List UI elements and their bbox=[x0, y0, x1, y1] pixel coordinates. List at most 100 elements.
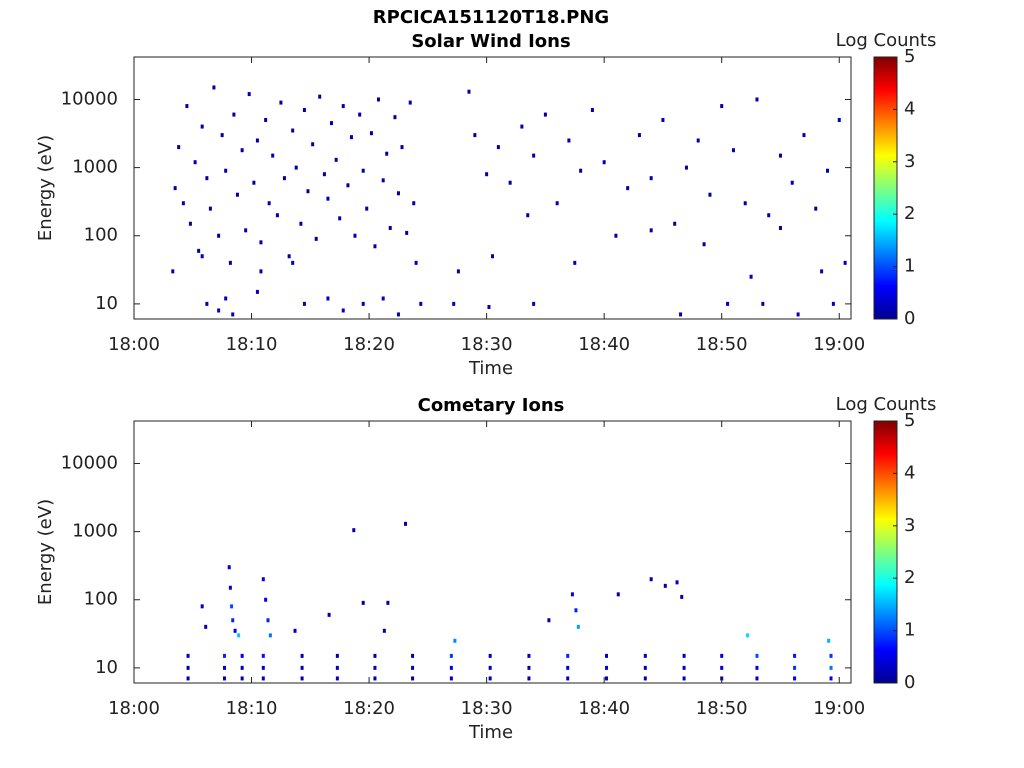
cell bbox=[829, 676, 833, 681]
cell bbox=[796, 312, 800, 317]
cell bbox=[547, 618, 551, 623]
cell bbox=[649, 228, 653, 233]
cell bbox=[643, 676, 647, 681]
cell bbox=[346, 183, 350, 188]
cell bbox=[508, 180, 512, 185]
cell bbox=[456, 269, 460, 274]
cell bbox=[306, 189, 310, 194]
cell bbox=[259, 269, 263, 274]
cell bbox=[261, 665, 265, 670]
colorbar-tick-label: 0 bbox=[904, 308, 915, 329]
cell bbox=[361, 600, 365, 605]
cell bbox=[227, 565, 231, 570]
cell bbox=[684, 165, 688, 170]
cell bbox=[532, 301, 536, 306]
cell bbox=[661, 117, 665, 122]
cell bbox=[449, 653, 453, 658]
x-tick-label: 18:00 bbox=[108, 334, 160, 355]
cell bbox=[233, 628, 237, 633]
cell bbox=[567, 138, 571, 143]
cell bbox=[311, 142, 315, 147]
cell bbox=[291, 128, 295, 133]
cell bbox=[261, 653, 265, 658]
cell bbox=[825, 168, 829, 173]
cell bbox=[185, 104, 189, 109]
cell bbox=[543, 112, 547, 117]
cell bbox=[302, 301, 306, 306]
cell bbox=[264, 597, 268, 602]
cell bbox=[419, 301, 423, 306]
cell bbox=[793, 665, 797, 670]
cell bbox=[473, 133, 477, 138]
cell bbox=[335, 653, 339, 658]
x-tick-label: 18:40 bbox=[578, 698, 630, 719]
cell bbox=[767, 213, 771, 218]
cell bbox=[173, 186, 177, 191]
x-tick-label: 18:40 bbox=[578, 334, 630, 355]
cell bbox=[287, 254, 291, 259]
x-tick-label: 18:50 bbox=[696, 698, 748, 719]
y-tick-label: 1000 bbox=[72, 521, 118, 542]
cell bbox=[382, 628, 386, 633]
cell bbox=[373, 244, 377, 249]
cell bbox=[467, 89, 471, 94]
cell bbox=[335, 665, 339, 670]
cell bbox=[385, 151, 389, 156]
cell bbox=[488, 676, 492, 681]
cell bbox=[208, 206, 212, 211]
cell bbox=[579, 168, 583, 173]
cell bbox=[720, 665, 724, 670]
cell bbox=[605, 665, 609, 670]
colorbar-tick-label: 4 bbox=[904, 462, 915, 483]
x-tick-label: 19:00 bbox=[813, 698, 865, 719]
cell bbox=[230, 604, 234, 609]
y-tick-label: 10 bbox=[95, 293, 118, 314]
cell bbox=[496, 145, 500, 150]
cell bbox=[228, 260, 232, 265]
cell bbox=[682, 653, 686, 658]
cell bbox=[204, 624, 208, 629]
y-tick-label: 100 bbox=[84, 589, 118, 610]
cell bbox=[293, 628, 297, 633]
cell bbox=[228, 585, 232, 590]
cell bbox=[570, 592, 574, 597]
figure-title: RPCICA151120T18.PNG bbox=[373, 7, 609, 28]
cell bbox=[649, 577, 653, 582]
cell bbox=[743, 201, 747, 206]
cell bbox=[171, 269, 175, 274]
colorbar-tick-label: 1 bbox=[904, 256, 915, 277]
cell bbox=[197, 248, 201, 253]
cell bbox=[726, 301, 730, 306]
cell bbox=[217, 308, 221, 313]
cell bbox=[616, 592, 620, 597]
cell bbox=[590, 108, 594, 113]
cell bbox=[802, 133, 806, 138]
cell bbox=[279, 100, 283, 105]
cell bbox=[574, 608, 578, 613]
cell bbox=[352, 528, 356, 533]
y-tick-label: 100 bbox=[84, 225, 118, 246]
cell bbox=[205, 176, 209, 181]
cell bbox=[485, 172, 489, 177]
cell bbox=[302, 108, 306, 113]
cell bbox=[449, 676, 453, 681]
cell bbox=[411, 665, 415, 670]
cell bbox=[373, 665, 377, 670]
cell bbox=[396, 312, 400, 317]
cell bbox=[755, 665, 759, 670]
cell bbox=[186, 665, 190, 670]
x-tick-label: 18:30 bbox=[461, 698, 513, 719]
cell bbox=[408, 100, 412, 105]
cell bbox=[353, 233, 357, 238]
cell bbox=[334, 157, 338, 162]
cell bbox=[643, 665, 647, 670]
cell bbox=[186, 653, 190, 658]
x-tick-label: 18:10 bbox=[226, 698, 278, 719]
cell bbox=[837, 117, 841, 122]
cell bbox=[369, 131, 373, 136]
cell bbox=[449, 665, 453, 670]
cell bbox=[264, 117, 268, 122]
cell bbox=[247, 92, 251, 97]
cell bbox=[255, 289, 259, 294]
